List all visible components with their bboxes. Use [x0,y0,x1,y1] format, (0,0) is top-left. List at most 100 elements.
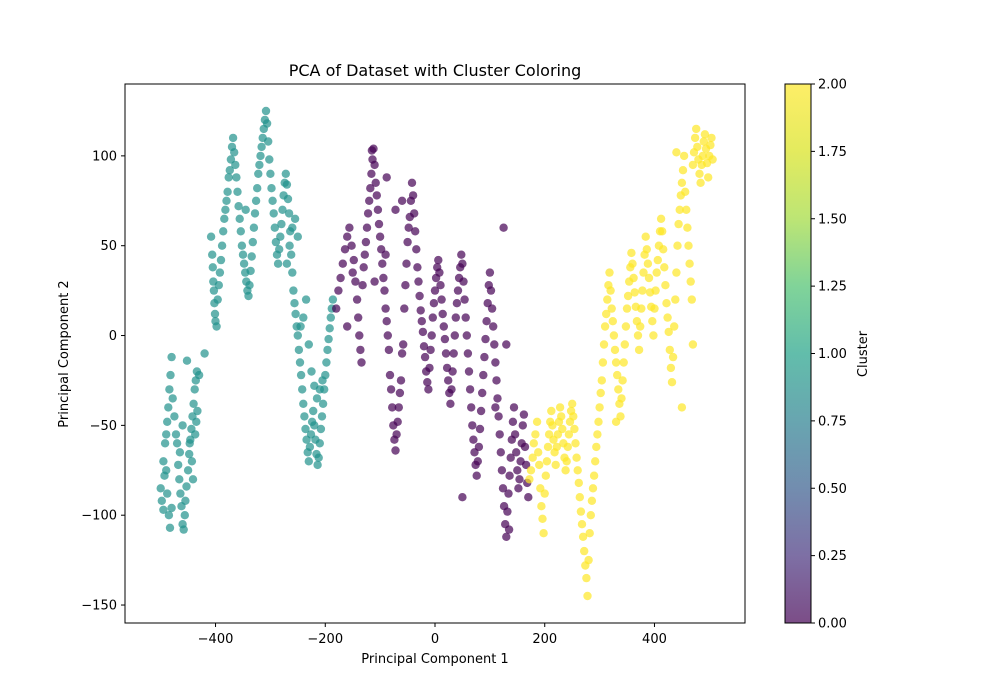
data-point-cluster-2 [606,286,615,295]
data-point-cluster-0 [343,232,352,241]
points-layer [156,106,717,601]
data-point-cluster-0 [492,376,501,385]
data-point-cluster-0 [388,403,397,412]
data-point-cluster-2 [700,130,710,139]
data-point-cluster-0 [490,340,499,349]
data-point-cluster-0 [334,286,343,295]
data-point-cluster-0 [481,334,490,344]
data-point-cluster-0 [467,403,476,412]
data-point-cluster-0 [372,191,381,200]
data-point-cluster-0 [352,295,362,304]
data-point-cluster-1 [305,442,315,452]
data-point-cluster-0 [424,385,433,394]
data-point-cluster-0 [452,299,462,308]
data-point-cluster-0 [458,493,467,502]
data-point-cluster-0 [397,349,407,358]
data-point-cluster-0 [503,507,512,516]
data-point-cluster-0 [497,466,507,475]
data-point-cluster-0 [491,358,500,367]
data-point-cluster-0 [430,286,440,295]
data-point-cluster-0 [509,403,519,412]
data-point-cluster-1 [318,376,327,385]
data-point-cluster-0 [465,385,475,394]
data-point-cluster-0 [370,160,379,170]
data-point-cluster-2 [666,363,676,373]
x-axis-ticks: −400 −200 0 200 400 [198,623,667,647]
data-point-cluster-1 [284,209,294,218]
data-point-cluster-0 [415,291,424,301]
data-point-cluster-2 [538,514,547,523]
data-point-cluster-0 [371,178,380,187]
data-point-cluster-1 [251,196,261,205]
x-tick-label: 400 [642,632,667,647]
data-point-cluster-1 [250,209,260,218]
data-point-cluster-1 [323,345,332,355]
data-point-cluster-1 [191,430,200,439]
data-point-cluster-2 [572,453,581,462]
data-point-cluster-2 [577,520,587,529]
data-point-cluster-1 [182,356,192,365]
data-point-cluster-0 [403,237,412,247]
data-point-cluster-0 [375,232,385,241]
data-point-cluster-1 [219,227,228,236]
data-point-cluster-1 [168,394,177,403]
data-point-cluster-1 [315,439,324,448]
data-point-cluster-0 [385,370,395,380]
data-point-cluster-1 [217,241,227,250]
data-point-cluster-2 [636,322,645,331]
data-point-cluster-2 [532,417,542,426]
data-point-cluster-2 [548,421,557,430]
x-tick-label: 200 [532,632,557,647]
data-point-cluster-1 [296,322,305,331]
data-point-cluster-0 [356,345,365,355]
data-point-cluster-1 [249,223,259,232]
data-point-cluster-1 [160,439,170,448]
data-point-cluster-2 [611,417,621,426]
data-point-cluster-2 [629,273,638,283]
data-point-cluster-2 [692,124,701,134]
data-point-cluster-1 [299,313,308,322]
data-point-cluster-0 [416,306,425,315]
data-point-cluster-0 [361,237,371,247]
data-point-cluster-2 [528,453,537,462]
data-point-cluster-1 [164,511,174,520]
data-point-cluster-2 [653,255,662,265]
data-point-cluster-1 [181,496,190,505]
data-point-cluster-1 [230,148,239,157]
data-point-cluster-2 [562,457,571,466]
data-point-cluster-2 [547,406,556,416]
data-point-cluster-2 [595,403,604,412]
data-point-cluster-2 [574,478,583,488]
data-point-cluster-1 [222,196,231,205]
data-point-cluster-0 [373,205,383,214]
data-point-cluster-1 [209,286,219,295]
data-point-cluster-2 [695,169,704,178]
data-point-cluster-1 [237,241,247,250]
data-point-cluster-2 [641,232,650,241]
data-point-cluster-2 [614,385,623,394]
data-point-cluster-2 [628,259,637,268]
data-point-cluster-0 [493,394,502,403]
data-point-cluster-1 [307,367,316,376]
data-point-cluster-0 [461,313,470,322]
data-point-cluster-1 [322,358,331,367]
data-point-cluster-2 [593,430,602,439]
y-tick-label: −50 [90,419,117,434]
data-point-cluster-1 [282,180,292,189]
data-point-cluster-2 [685,259,694,268]
data-point-cluster-1 [287,250,296,259]
data-point-cluster-2 [537,502,546,511]
data-point-cluster-2 [634,345,644,355]
data-point-cluster-2 [704,173,713,182]
data-point-cluster-2 [618,376,627,385]
colorbar-tick-label: 0.00 [818,617,847,632]
data-point-cluster-0 [332,304,341,313]
data-point-cluster-2 [534,448,543,457]
data-point-cluster-0 [393,417,402,426]
data-point-cluster-1 [192,417,201,426]
data-point-cluster-0 [485,268,495,277]
data-point-cluster-0 [453,286,463,295]
data-point-cluster-0 [381,304,390,313]
data-point-cluster-0 [448,367,457,376]
y-tick-label: 50 [100,239,117,254]
